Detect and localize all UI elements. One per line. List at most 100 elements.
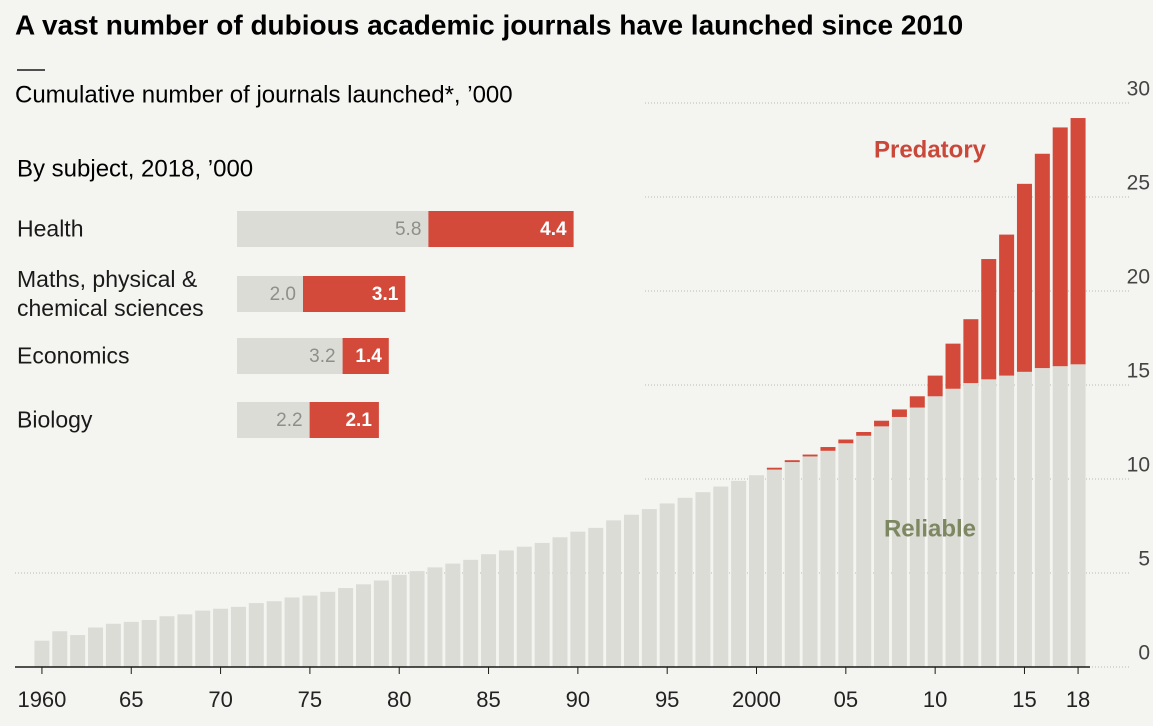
bar: [588, 527, 604, 667]
bar: [1034, 368, 1050, 667]
chart-subtitle: Cumulative number of journals launched*,…: [15, 81, 513, 108]
bar: [303, 276, 406, 312]
bar: [891, 409, 907, 417]
bar: [1016, 183, 1032, 372]
bar: [481, 554, 497, 667]
category-label: Maths, physical & chemical sciences: [17, 266, 204, 321]
bar: [945, 388, 961, 667]
bar: [409, 571, 425, 667]
bar: [766, 467, 782, 470]
bar: [248, 603, 264, 667]
x-tick-label: 95: [655, 687, 679, 712]
bar: [820, 447, 836, 451]
data-label: 5.8: [395, 219, 421, 240]
bar: [338, 588, 354, 667]
bar: [230, 606, 246, 667]
bar: [302, 595, 318, 667]
x-tick-label: 10: [923, 687, 947, 712]
bar: [820, 450, 836, 667]
bar: [874, 420, 890, 427]
bar: [391, 574, 407, 667]
bar: [213, 608, 229, 667]
data-label: 1.4: [355, 346, 382, 367]
x-tick-label: 1960: [17, 687, 66, 712]
bar: [445, 563, 461, 667]
bar: [428, 211, 574, 247]
bar: [320, 591, 336, 667]
bar: [856, 435, 872, 667]
bar: [891, 416, 907, 667]
x-tick-label: 2000: [732, 687, 781, 712]
bar: [927, 396, 943, 667]
bar: [1052, 127, 1068, 367]
bar: [266, 601, 282, 667]
bar: [1070, 118, 1086, 365]
bar: [1070, 364, 1086, 667]
bar: [570, 531, 586, 667]
bar: [999, 375, 1015, 667]
bar: [34, 640, 50, 667]
bar: [463, 559, 479, 667]
bar: [731, 480, 747, 667]
chart-title: A vast number of dubious academic journa…: [15, 9, 963, 40]
y-tick-label: 10: [1127, 454, 1150, 477]
category-label: Health: [17, 215, 84, 242]
bar: [177, 614, 193, 667]
x-tick-label: 65: [119, 687, 143, 712]
category-label: Biology: [17, 406, 93, 433]
series-label: Reliable: [884, 515, 976, 542]
bar: [1034, 153, 1050, 369]
series-label: Predatory: [874, 136, 987, 163]
bar: [641, 509, 657, 667]
data-label: 4.4: [540, 219, 567, 240]
bar: [695, 492, 711, 667]
bar: [766, 469, 782, 667]
y-tick-label: 15: [1127, 360, 1150, 383]
bar: [606, 520, 622, 667]
data-label: 2.1: [345, 410, 372, 431]
bar: [999, 234, 1015, 376]
bar: [749, 475, 765, 667]
bar: [1052, 366, 1068, 667]
bar: [874, 426, 890, 667]
data-label: 2.0: [270, 284, 296, 305]
bar: [963, 383, 979, 667]
category-label: Economics: [17, 342, 130, 369]
bar: [284, 597, 300, 667]
x-tick-label: 18: [1066, 687, 1090, 712]
bar: [945, 343, 961, 389]
bar: [309, 402, 379, 438]
x-tick-label: 75: [298, 687, 322, 712]
bar: [88, 627, 104, 667]
x-tick-label: 15: [1012, 687, 1036, 712]
y-tick-label: 30: [1127, 78, 1150, 101]
x-tick-label: 90: [566, 687, 590, 712]
x-tick-label: 05: [834, 687, 858, 712]
bar: [963, 319, 979, 384]
bar: [981, 379, 997, 667]
bar: [427, 567, 443, 667]
inset-subtitle: By subject, 2018, ’000: [17, 155, 253, 182]
bar: [516, 546, 532, 667]
bar: [237, 402, 310, 438]
bar: [802, 456, 818, 667]
bar: [623, 514, 639, 667]
bar: [927, 375, 943, 397]
bar: [1016, 371, 1032, 667]
bar: [237, 276, 303, 312]
y-tick-label: 25: [1127, 172, 1150, 195]
bar: [52, 631, 68, 667]
bar: [838, 443, 854, 667]
x-tick-label: 80: [387, 687, 411, 712]
data-label: 3.2: [309, 346, 335, 367]
x-tick-label: 70: [208, 687, 232, 712]
y-tick-label: 20: [1127, 266, 1150, 289]
x-tick-label: 85: [476, 687, 500, 712]
bar: [342, 338, 389, 374]
bar: [784, 462, 800, 667]
bar: [70, 635, 86, 667]
bar: [552, 537, 568, 667]
bar: [838, 439, 854, 444]
